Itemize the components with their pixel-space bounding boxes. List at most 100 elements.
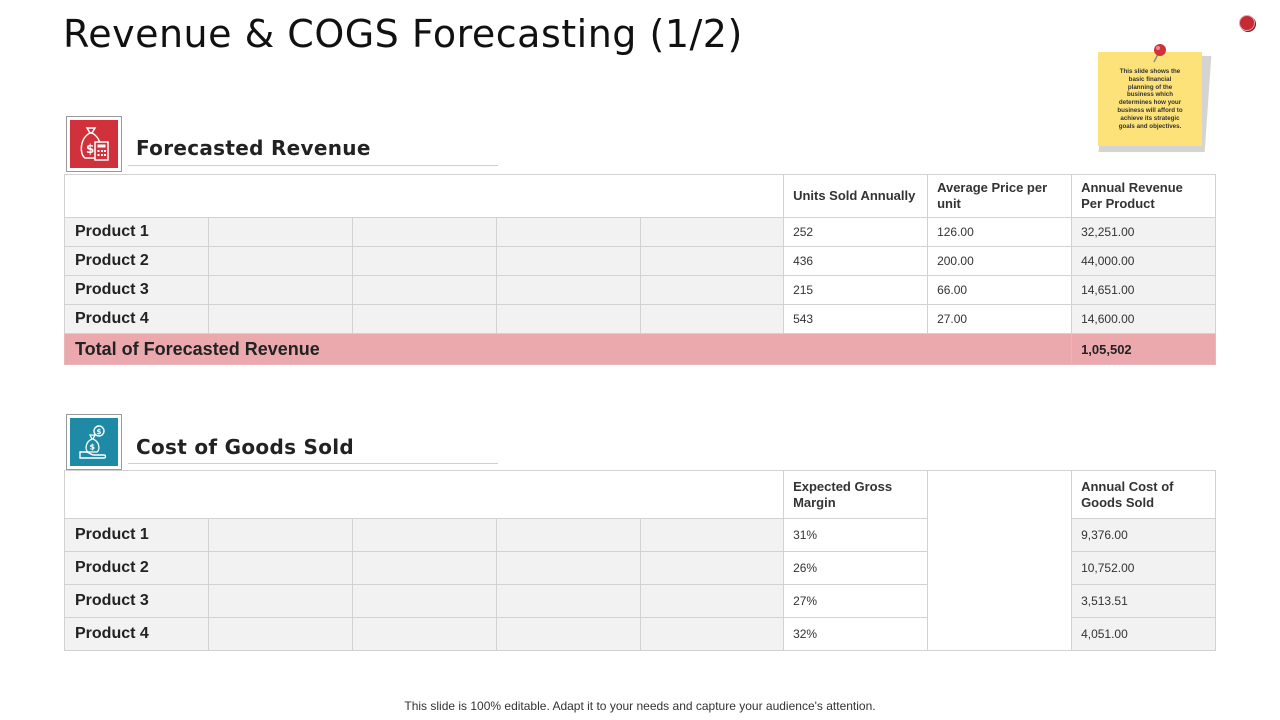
blank-cell — [639, 217, 785, 247]
blank-cell — [208, 584, 353, 618]
blank-cell — [639, 518, 785, 552]
gross-margin-header: Expected Gross Margin — [783, 470, 929, 519]
blank-cell — [496, 246, 641, 276]
annual-revenue-value: 14,651.00 — [1071, 275, 1217, 305]
revenue-header-row: Units Sold Annually Average Price per un… — [63, 174, 1217, 218]
blank-cell — [208, 275, 353, 305]
table-row: Product 4 32% 4,051.00 — [64, 617, 1217, 651]
table-row: Product 3 27% 3,513.51 — [64, 584, 1217, 618]
cogs-section-title: Cost of Goods Sold — [136, 435, 355, 459]
blank-cell — [496, 217, 641, 247]
blank-cell — [496, 617, 641, 651]
units-sold-value: 252 — [783, 217, 929, 247]
avg-price-value: 66.00 — [927, 275, 1073, 305]
blank-cell — [352, 246, 497, 276]
blank-cell — [208, 617, 353, 651]
blank-cell — [639, 617, 785, 651]
revenue-icon-box: $ — [66, 116, 122, 172]
annual-revenue-value: 44,000.00 — [1071, 246, 1217, 276]
cogs-header-row: Expected Gross Margin Annual Cost of Goo… — [63, 470, 1217, 651]
sticky-note-text: This slide shows the basic financial pla… — [1106, 68, 1194, 130]
avg-price-value: 27.00 — [927, 304, 1073, 334]
units-sold-value: 543 — [783, 304, 929, 334]
revenue-table: Units Sold Annually Average Price per un… — [63, 174, 1217, 365]
note-line: goals and objectives. — [1118, 122, 1182, 130]
avg-price-header: Average Price per unit — [927, 174, 1073, 218]
note-line: achieve its strategic — [1120, 114, 1180, 122]
blank-cell — [352, 275, 497, 305]
annual-cogs-value: 3,513.51 — [1071, 584, 1217, 618]
annual-cogs-value: 9,376.00 — [1071, 518, 1217, 552]
blank-cell — [352, 217, 497, 247]
note-line: business which — [1126, 91, 1174, 99]
money-bag-calculator-icon: $ — [70, 120, 118, 168]
blank-cell — [352, 551, 497, 585]
blank-cell — [208, 518, 353, 552]
gross-margin-value: 27% — [783, 584, 929, 618]
annual-revenue-header: Annual Revenue Per Product — [1071, 174, 1217, 218]
product-name: Product 4 — [64, 617, 209, 651]
blank-cell — [352, 584, 497, 618]
gross-margin-value: 26% — [783, 551, 929, 585]
annual-revenue-value: 32,251.00 — [1071, 217, 1217, 247]
total-label: Total of Forecasted Revenue — [63, 333, 1073, 365]
avg-price-value: 126.00 — [927, 217, 1073, 247]
spacer-column — [927, 470, 1073, 651]
blank-cell — [639, 551, 785, 585]
gross-margin-value: 31% — [783, 518, 929, 552]
blank-cell — [208, 304, 353, 334]
product-name: Product 2 — [64, 551, 209, 585]
blank-cell — [496, 275, 641, 305]
blank-cell — [496, 551, 641, 585]
product-name: Product 1 — [64, 518, 209, 552]
table-row: Product 1 31% 9,376.00 — [64, 518, 1217, 552]
blank-cell — [208, 246, 353, 276]
cogs-title-underline — [128, 463, 498, 464]
push-pin-icon — [1153, 44, 1166, 63]
product-name: Product 3 — [64, 584, 209, 618]
annual-cogs-value: 10,752.00 — [1071, 551, 1217, 585]
header-empty-cell — [63, 174, 785, 218]
product-name: Product 3 — [64, 275, 209, 305]
units-sold-header: Units Sold Annually — [783, 174, 929, 218]
product-name: Product 4 — [64, 304, 209, 334]
table-row: Product 3 215 66.00 14,651.00 — [64, 275, 1217, 305]
blank-cell — [208, 217, 353, 247]
product-name: Product 1 — [64, 217, 209, 247]
corner-dot-icon — [1239, 15, 1255, 31]
blank-cell — [352, 617, 497, 651]
header-empty-cell — [63, 470, 785, 519]
note-line: business will afford to — [1117, 106, 1183, 114]
page-title: Revenue & COGS Forecasting (1/2) — [63, 12, 743, 56]
blank-cell — [352, 304, 497, 334]
note-line: This slide shows the — [1119, 68, 1181, 75]
table-row: Product 2 436 200.00 44,000.00 — [64, 246, 1217, 276]
blank-cell — [639, 246, 785, 276]
note-line: basic financial — [1128, 75, 1172, 83]
revenue-title-underline — [128, 165, 498, 166]
cogs-table: Expected Gross Margin Annual Cost of Goo… — [63, 470, 1217, 651]
footer-text: This slide is 100% editable. Adapt it to… — [404, 699, 876, 713]
total-value: 1,05,502 — [1071, 333, 1217, 365]
blank-cell — [639, 275, 785, 305]
note-line: planning of the — [1127, 83, 1173, 91]
table-row: Product 1 252 126.00 32,251.00 — [64, 217, 1217, 247]
svg-text:$: $ — [86, 142, 94, 156]
sticky-note-paper: This slide shows the basic financial pla… — [1098, 52, 1202, 146]
annual-cogs-header: Annual Cost of Goods Sold — [1071, 470, 1217, 519]
blank-cell — [639, 304, 785, 334]
blank-cell — [208, 551, 353, 585]
svg-text:$: $ — [90, 443, 96, 452]
avg-price-value: 200.00 — [927, 246, 1073, 276]
blank-cell — [496, 518, 641, 552]
blank-cell — [352, 518, 497, 552]
total-row: Total of Forecasted Revenue 1,05,502 — [63, 333, 1217, 365]
table-row: Product 4 543 27.00 14,600.00 — [64, 304, 1217, 334]
gross-margin-value: 32% — [783, 617, 929, 651]
blank-cell — [496, 304, 641, 334]
note-line: determines how your — [1118, 99, 1182, 107]
annual-revenue-value: 14,600.00 — [1071, 304, 1217, 334]
blank-cell — [496, 584, 641, 618]
sticky-note: This slide shows the basic financial pla… — [1096, 42, 1212, 154]
money-bag-hand-icon: $ $ — [70, 418, 118, 466]
